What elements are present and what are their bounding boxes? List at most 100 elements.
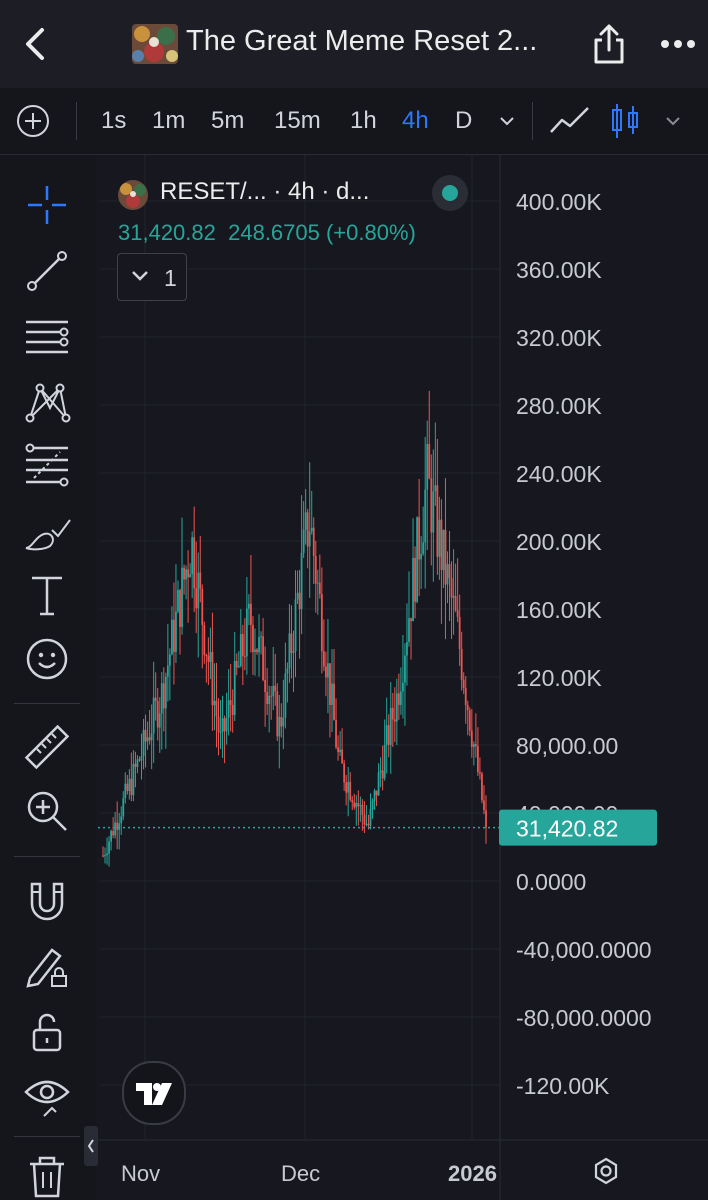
y-tick-label: 320.00K bbox=[516, 325, 602, 351]
candle-body bbox=[254, 649, 256, 653]
more-dots-icon[interactable] bbox=[660, 36, 696, 52]
candle-body bbox=[389, 707, 392, 745]
chevron-left-icon[interactable] bbox=[20, 26, 54, 62]
candle-body bbox=[152, 697, 155, 734]
candle-body bbox=[456, 610, 459, 617]
candle-body bbox=[379, 770, 382, 773]
candle-body bbox=[130, 778, 133, 796]
candle-body bbox=[136, 759, 139, 768]
candle-body bbox=[458, 616, 461, 650]
interval-1h[interactable]: 1h bbox=[350, 107, 377, 134]
candle-body bbox=[320, 593, 323, 652]
candle-body bbox=[108, 841, 110, 854]
y-tick-label: 200.00K bbox=[516, 529, 602, 555]
market-status-badge[interactable] bbox=[432, 175, 468, 211]
candle-body bbox=[331, 683, 333, 705]
crosshair-icon[interactable] bbox=[22, 180, 72, 230]
candle-body bbox=[258, 636, 260, 653]
candle-body bbox=[353, 802, 356, 808]
toolbar-divider bbox=[14, 703, 80, 704]
emoji-icon[interactable] bbox=[22, 634, 72, 684]
candle-body bbox=[474, 743, 477, 747]
candle-body bbox=[345, 782, 348, 793]
candle-body bbox=[377, 772, 380, 796]
candle-body bbox=[308, 531, 311, 547]
toolbar-collapse-handle[interactable] bbox=[84, 1126, 98, 1166]
interval-d[interactable]: D bbox=[455, 107, 473, 134]
lock-drawings-icon[interactable] bbox=[22, 942, 72, 992]
chevron-down-icon[interactable] bbox=[664, 114, 682, 128]
unlock-icon[interactable] bbox=[22, 1006, 72, 1056]
magnet-icon[interactable] bbox=[22, 876, 72, 926]
candle-body bbox=[300, 552, 303, 610]
brush-icon[interactable] bbox=[22, 506, 72, 556]
candle-body bbox=[357, 803, 360, 807]
candle-body bbox=[452, 595, 455, 598]
candle-body bbox=[399, 691, 402, 705]
candle-body bbox=[183, 567, 185, 580]
candle-body bbox=[140, 756, 143, 761]
candle-body bbox=[209, 651, 212, 662]
add-indicator-icon[interactable] bbox=[16, 104, 50, 138]
candle-body bbox=[233, 660, 236, 715]
tradingview-logo[interactable] bbox=[122, 1061, 186, 1125]
y-tick-label: 160.00K bbox=[516, 597, 602, 623]
interval-4h[interactable]: 4h bbox=[402, 107, 429, 134]
candle-body bbox=[256, 649, 258, 653]
settings-icon[interactable] bbox=[591, 1156, 621, 1186]
candle-body bbox=[168, 654, 171, 666]
pattern-icon[interactable] bbox=[22, 376, 72, 426]
text-icon[interactable] bbox=[22, 570, 72, 620]
toolbar-divider bbox=[532, 102, 533, 140]
candle-body bbox=[126, 783, 129, 791]
candle-body bbox=[280, 716, 283, 727]
candle-body bbox=[223, 718, 226, 732]
candle-body bbox=[187, 569, 190, 578]
symbol-legend[interactable]: RESET/... · 4h · d... bbox=[160, 178, 370, 205]
candle-body bbox=[375, 790, 378, 796]
horizontal-lines-icon[interactable] bbox=[22, 312, 72, 362]
price-chart[interactable]: 400.00K 360.00K 320.00K 280.00K 240.00K 200.0… bbox=[98, 155, 708, 1200]
candle-body bbox=[211, 651, 214, 706]
fib-icon[interactable] bbox=[22, 440, 72, 490]
candle-body bbox=[231, 705, 234, 715]
last-price-label: 31,420.82 bbox=[516, 816, 618, 842]
toolbar-divider bbox=[14, 1136, 80, 1137]
candle-body bbox=[203, 625, 206, 656]
candle-body bbox=[158, 713, 161, 728]
candle-body bbox=[432, 491, 435, 533]
zoom-in-icon[interactable] bbox=[22, 786, 72, 836]
ruler-icon[interactable] bbox=[22, 722, 72, 772]
indicators-collapse-button[interactable]: 1 bbox=[117, 253, 187, 301]
interval-5m[interactable]: 5m bbox=[211, 107, 245, 134]
trash-icon[interactable] bbox=[22, 1150, 72, 1200]
candle-body bbox=[120, 816, 123, 824]
interval-1s[interactable]: 1s bbox=[101, 107, 127, 134]
line-chart-icon[interactable] bbox=[548, 104, 592, 136]
candle-body bbox=[422, 542, 425, 554]
candle-body bbox=[359, 804, 362, 807]
trend-line-icon[interactable] bbox=[22, 246, 72, 296]
candle-body bbox=[448, 564, 451, 579]
candlestick-icon[interactable] bbox=[610, 102, 640, 140]
candle-body bbox=[369, 808, 372, 826]
candle-body bbox=[118, 823, 121, 830]
candle-body bbox=[264, 679, 267, 693]
candle-body bbox=[262, 636, 264, 680]
share-icon[interactable] bbox=[590, 22, 628, 66]
visibility-icon[interactable] bbox=[22, 1070, 72, 1120]
candle-body bbox=[470, 730, 473, 748]
candle-body bbox=[185, 569, 187, 580]
candle-body bbox=[106, 853, 108, 856]
candle-body bbox=[347, 781, 350, 793]
candle-body bbox=[351, 799, 354, 803]
candle-body bbox=[302, 529, 305, 553]
candle-body bbox=[170, 619, 173, 655]
chevron-down-icon[interactable] bbox=[498, 114, 516, 128]
interval-15m[interactable]: 15m bbox=[274, 107, 321, 134]
candle-body bbox=[373, 790, 376, 801]
interval-1m[interactable]: 1m bbox=[152, 107, 186, 134]
candle-body bbox=[270, 695, 273, 697]
candle-body bbox=[274, 685, 277, 692]
token-avatar bbox=[132, 24, 178, 64]
